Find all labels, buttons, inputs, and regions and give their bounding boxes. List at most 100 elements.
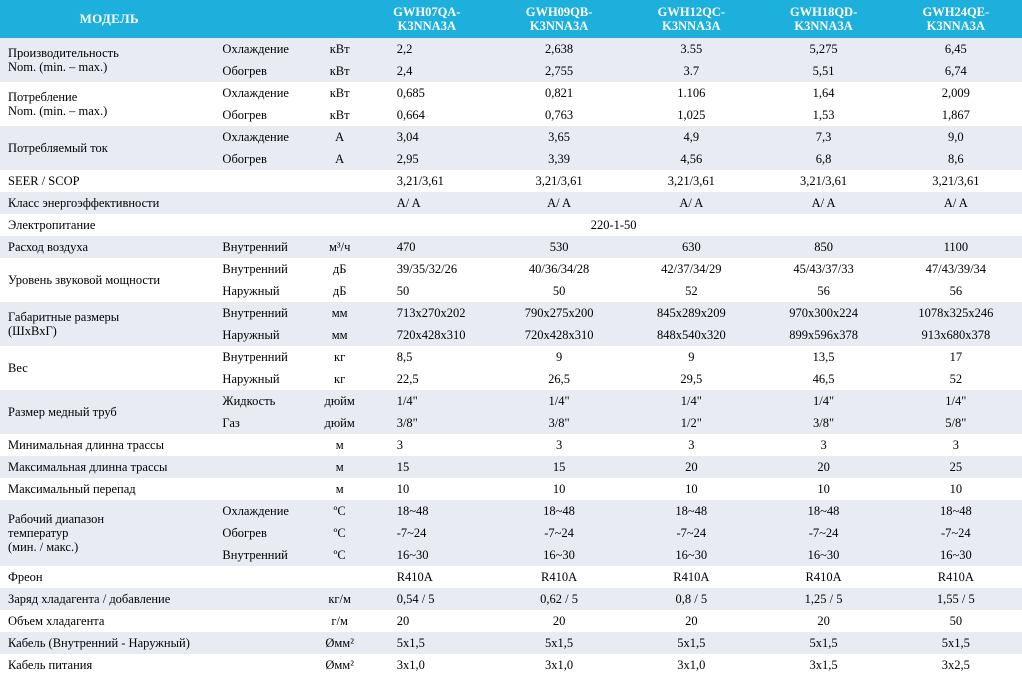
value-cell: 2,638 xyxy=(492,38,626,60)
value-cell: 29,5 xyxy=(625,368,758,390)
value-cell: 3 xyxy=(360,434,493,456)
value-cell: 1078x325x246 xyxy=(889,302,1022,324)
value-cell: R410A xyxy=(625,566,758,588)
mode-cell: Внутренний xyxy=(218,258,319,280)
value-cell: 42/37/34/29 xyxy=(625,258,758,280)
value-cell: 3/8" xyxy=(757,412,890,434)
unit-cell: А xyxy=(318,148,361,170)
value-cell: 2,009 xyxy=(889,82,1022,104)
spec-row: Обогрев ºС -7~24 -7~24 -7~24 -7~24 -7~24 xyxy=(0,522,1022,544)
spec-label: Максимальный перепад xyxy=(0,478,219,500)
unit-cell: м xyxy=(318,456,361,478)
value-cell: 0,8 / 5 xyxy=(625,588,758,610)
mode-cell: Внутренний xyxy=(218,236,319,258)
value-cell: 50 xyxy=(889,610,1022,632)
value-cell: 52 xyxy=(625,280,758,302)
spec-row: Фреон R410A R410A R410A R410A R410A xyxy=(0,566,1022,588)
value-cell: 46,5 xyxy=(757,368,890,390)
mode-cell xyxy=(218,192,319,214)
spec-row: Вес Внутренний кг 8,5 9 9 13,5 17 xyxy=(0,346,1022,390)
mode-cell: Охлаждение xyxy=(218,500,319,522)
spec-row: Заряд хладагента / добавление кг/м 0,54 / … xyxy=(0,588,1022,610)
unit-cell: А xyxy=(318,126,361,148)
value-cell: 15 xyxy=(492,456,626,478)
value-cell: 26,5 xyxy=(492,368,626,390)
spec-row: Размер медный труб Жидкость дюйм 1/4" 1/4" 1/… xyxy=(0,390,1022,434)
header-blank xyxy=(218,0,319,38)
mode-cell xyxy=(218,632,319,654)
model-header-1: GWH07QA- K3NNA3A xyxy=(360,0,493,38)
value-cell: 39/35/32/26 xyxy=(360,258,493,280)
model-code-part: K3NNA3A xyxy=(794,19,853,33)
value-cell: 1,64 xyxy=(757,82,890,104)
value-cell: 16~30 xyxy=(889,544,1022,566)
mode-cell: Внутренний xyxy=(218,346,319,368)
value-cell: 10 xyxy=(625,478,758,500)
value-cell: 3,21/3,61 xyxy=(360,170,493,192)
value-cell: 3x1,0 xyxy=(360,654,493,676)
spec-label: Вес xyxy=(0,346,219,390)
mode-cell xyxy=(218,170,319,192)
unit-cell: м xyxy=(318,434,361,456)
model-header-5: GWH24QE- K3NNA3A xyxy=(889,0,1022,38)
model-code-part: GWH12QC- xyxy=(657,5,725,19)
value-cell: 0,54 / 5 xyxy=(360,588,493,610)
value-cell: 20 xyxy=(625,610,758,632)
value-cell: 22,5 xyxy=(360,368,493,390)
value-cell: 16~30 xyxy=(360,544,493,566)
unit-cell: дБ xyxy=(318,280,361,302)
value-cell: -7~24 xyxy=(757,522,890,544)
value-cell: 3,21/3,61 xyxy=(757,170,890,192)
value-cell: 18~48 xyxy=(757,500,890,522)
value-cell: 47/43/39/34 xyxy=(889,258,1022,280)
value-cell: 848x540x320 xyxy=(625,324,758,346)
spec-label: Уровень звуковой мощности xyxy=(0,258,219,302)
spec-label: Расход воздуха xyxy=(0,236,219,258)
model-header-3: GWH12QC- K3NNA3A xyxy=(625,0,758,38)
mode-cell: Наружный xyxy=(218,324,319,346)
value-cell: 5x1,5 xyxy=(625,632,758,654)
mode-cell: Газ xyxy=(218,412,319,434)
spec-row: Обогрев кВт 0,664 0,763 1,025 1,53 1,867 xyxy=(0,104,1022,126)
value-cell: 8,5 xyxy=(360,346,493,368)
value-cell: 3/8" xyxy=(360,412,493,434)
value-cell: 20 xyxy=(360,610,493,632)
value-cell: 9,0 xyxy=(889,126,1022,148)
mode-cell xyxy=(218,434,319,456)
mode-cell: Охлаждение xyxy=(218,82,319,104)
value-cell: -7~24 xyxy=(889,522,1022,544)
unit-cell: Øмм² xyxy=(318,632,361,654)
value-cell: 1100 xyxy=(889,236,1022,258)
spec-row: Газ дюйм 3/8" 3/8" 1/2" 3/8" 5/8" xyxy=(0,412,1022,434)
value-cell: 3 xyxy=(757,434,890,456)
spec-label: Минимальная длинна трассы xyxy=(0,434,219,456)
value-cell: A/ A xyxy=(492,192,626,214)
spec-row: Класс энергоэффективности A/ A A/ A A/ A A/ … xyxy=(0,192,1022,214)
value-cell: 15 xyxy=(360,456,493,478)
value-cell: A/ A xyxy=(757,192,890,214)
value-cell: -7~24 xyxy=(492,522,626,544)
value-cell: 1/4" xyxy=(360,390,493,412)
spec-label: SEER / SCOP xyxy=(0,170,219,192)
model-code-part: GWH07QA- xyxy=(393,5,461,19)
value-cell: 40/36/34/28 xyxy=(492,258,626,280)
unit-cell: ºС xyxy=(318,522,361,544)
unit-cell: кВт xyxy=(318,60,361,82)
value-cell: R410A xyxy=(889,566,1022,588)
value-cell: R410A xyxy=(492,566,626,588)
mode-cell: Охлаждение xyxy=(218,38,319,60)
mode-cell: Внутренний xyxy=(218,302,319,324)
value-cell: 16~30 xyxy=(757,544,890,566)
spec-row: SEER / SCOP 3,21/3,61 3,21/3,61 3,21/3,61 3,… xyxy=(0,170,1022,192)
unit-cell: ºС xyxy=(318,500,361,522)
spec-label: Фреон xyxy=(0,566,219,588)
spec-row: Рабочий диапазон температур (мин. / макс… xyxy=(0,500,1022,566)
value-cell: 2,755 xyxy=(492,60,626,82)
value-cell: 5x1,5 xyxy=(889,632,1022,654)
value-cell: 20 xyxy=(757,456,890,478)
unit-cell: дюйм xyxy=(318,390,361,412)
mode-cell: Наружный xyxy=(218,280,319,302)
value-cell: 3,39 xyxy=(492,148,626,170)
unit-cell: кг/м xyxy=(318,588,361,610)
spec-label: Производительность Nom. (min. – max.) xyxy=(0,38,219,82)
